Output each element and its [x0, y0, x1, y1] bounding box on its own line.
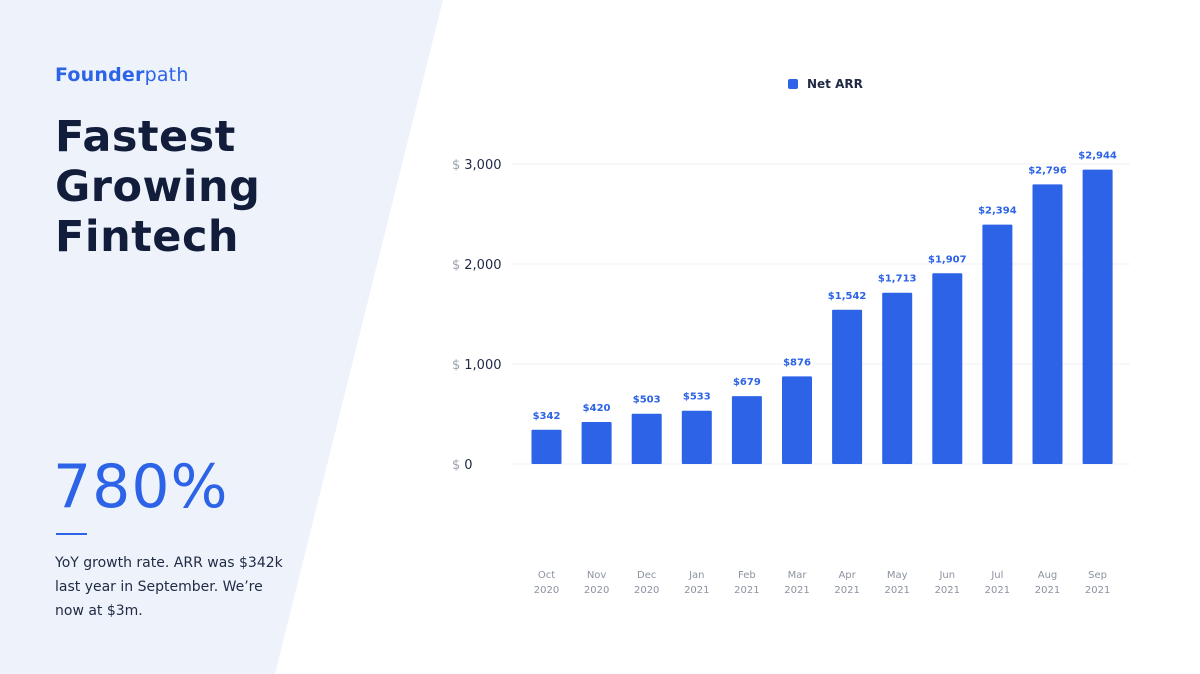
- bar-value-label: $420: [583, 403, 611, 414]
- x-tick-label: Apr 2021: [834, 570, 859, 596]
- x-tick-label: Nov 2020: [584, 570, 609, 596]
- bar-value-label: $533: [683, 392, 711, 403]
- x-tick-label: Jul 2021: [985, 570, 1010, 596]
- x-tick-month: Sep: [1088, 570, 1107, 581]
- x-tick-year: 2021: [684, 585, 709, 596]
- bar-value-label: $1,542: [828, 291, 867, 302]
- growth-description: YoY growth rate. ARR was $342k last year…: [55, 555, 283, 619]
- brand-logo-bold: Founder: [55, 64, 145, 86]
- y-tick-label: $0: [452, 458, 473, 473]
- x-tick-month: Feb: [738, 570, 756, 581]
- x-tick-month: Aug: [1038, 570, 1058, 581]
- growth-stat: 780%: [53, 452, 229, 522]
- bar: [681, 410, 712, 464]
- bar: [782, 376, 812, 464]
- bar: [1082, 169, 1113, 464]
- y-tick-value: 0: [464, 458, 472, 473]
- stat-divider: [56, 533, 87, 535]
- x-tick-month: Mar: [788, 570, 808, 581]
- bar: [932, 273, 963, 464]
- x-tick-year: 2021: [985, 585, 1010, 596]
- bar-value-label: $503: [633, 395, 661, 406]
- x-tick-label: Oct 2020: [534, 570, 559, 596]
- chart-bars: [531, 169, 1113, 464]
- x-tick-month: Dec: [637, 570, 656, 581]
- bar-value-label: $2,944: [1078, 151, 1117, 162]
- x-tick-label: Jun 2021: [935, 570, 960, 596]
- y-tick-label: $1,000: [452, 358, 502, 373]
- x-tick-month: Jun: [938, 570, 955, 581]
- x-tick-month: May: [887, 570, 908, 581]
- bar-value-label: $2,394: [978, 206, 1017, 217]
- x-tick-year: 2021: [834, 585, 859, 596]
- y-tick-value: 1,000: [464, 358, 501, 373]
- x-tick-label: Sep 2021: [1085, 570, 1110, 596]
- legend-swatch: [788, 79, 798, 89]
- x-tick-year: 2021: [1085, 585, 1110, 596]
- bar: [531, 429, 562, 464]
- chart-grid: [512, 163, 1130, 465]
- x-tick-year: 2021: [884, 585, 909, 596]
- bar: [1032, 184, 1063, 464]
- bar: [882, 292, 913, 464]
- x-tick-label: Aug 2021: [1035, 570, 1060, 596]
- bar: [832, 309, 863, 464]
- x-tick-month: Oct: [538, 570, 555, 581]
- x-tick-label: Feb 2021: [734, 570, 759, 596]
- y-tick-value: 2,000: [464, 258, 501, 273]
- x-tick-month: Jan: [688, 570, 704, 581]
- y-tick-label: $3,000: [452, 158, 502, 173]
- legend-label: Net ARR: [807, 77, 863, 91]
- bar: [631, 413, 662, 464]
- page-title: Fastest Growing Fintech: [55, 112, 261, 262]
- bar: [731, 396, 762, 464]
- x-tick-year: 2021: [935, 585, 960, 596]
- bar-value-label: $1,907: [928, 254, 967, 265]
- bar-value-label: $2,796: [1028, 165, 1067, 176]
- brand-logo: Founderpath: [55, 64, 189, 86]
- x-tick-label: Mar 2021: [784, 570, 809, 596]
- x-tick-label: May 2021: [884, 570, 909, 596]
- x-tick-year: 2020: [634, 585, 659, 596]
- x-tick-year: 2021: [784, 585, 809, 596]
- chart-legend: Net ARR: [788, 77, 863, 91]
- x-tick-year: 2021: [1035, 585, 1060, 596]
- x-tick-month: Apr: [838, 570, 856, 581]
- bar-value-label: $342: [533, 411, 561, 422]
- x-tick-year: 2021: [734, 585, 759, 596]
- bar-value-label: $679: [733, 377, 761, 388]
- y-tick-value: 3,000: [464, 158, 501, 173]
- x-tick-label: Dec 2020: [634, 570, 659, 596]
- bar: [982, 224, 1013, 464]
- bar: [581, 422, 612, 464]
- y-tick-label: $2,000: [452, 258, 502, 273]
- y-tick-currency: $: [452, 358, 460, 373]
- y-tick-currency: $: [452, 158, 460, 173]
- x-tick-month: Nov: [587, 570, 607, 581]
- x-tick-year: 2020: [534, 585, 559, 596]
- x-tick-month: Jul: [990, 570, 1003, 581]
- x-tick-label: Jan 2021: [684, 570, 709, 596]
- y-tick-currency: $: [452, 458, 460, 473]
- bar-value-label: $1,713: [878, 274, 917, 285]
- brand-logo-light: path: [144, 64, 189, 86]
- bar-value-label: $876: [783, 357, 811, 368]
- x-tick-year: 2020: [584, 585, 609, 596]
- y-tick-currency: $: [452, 258, 460, 273]
